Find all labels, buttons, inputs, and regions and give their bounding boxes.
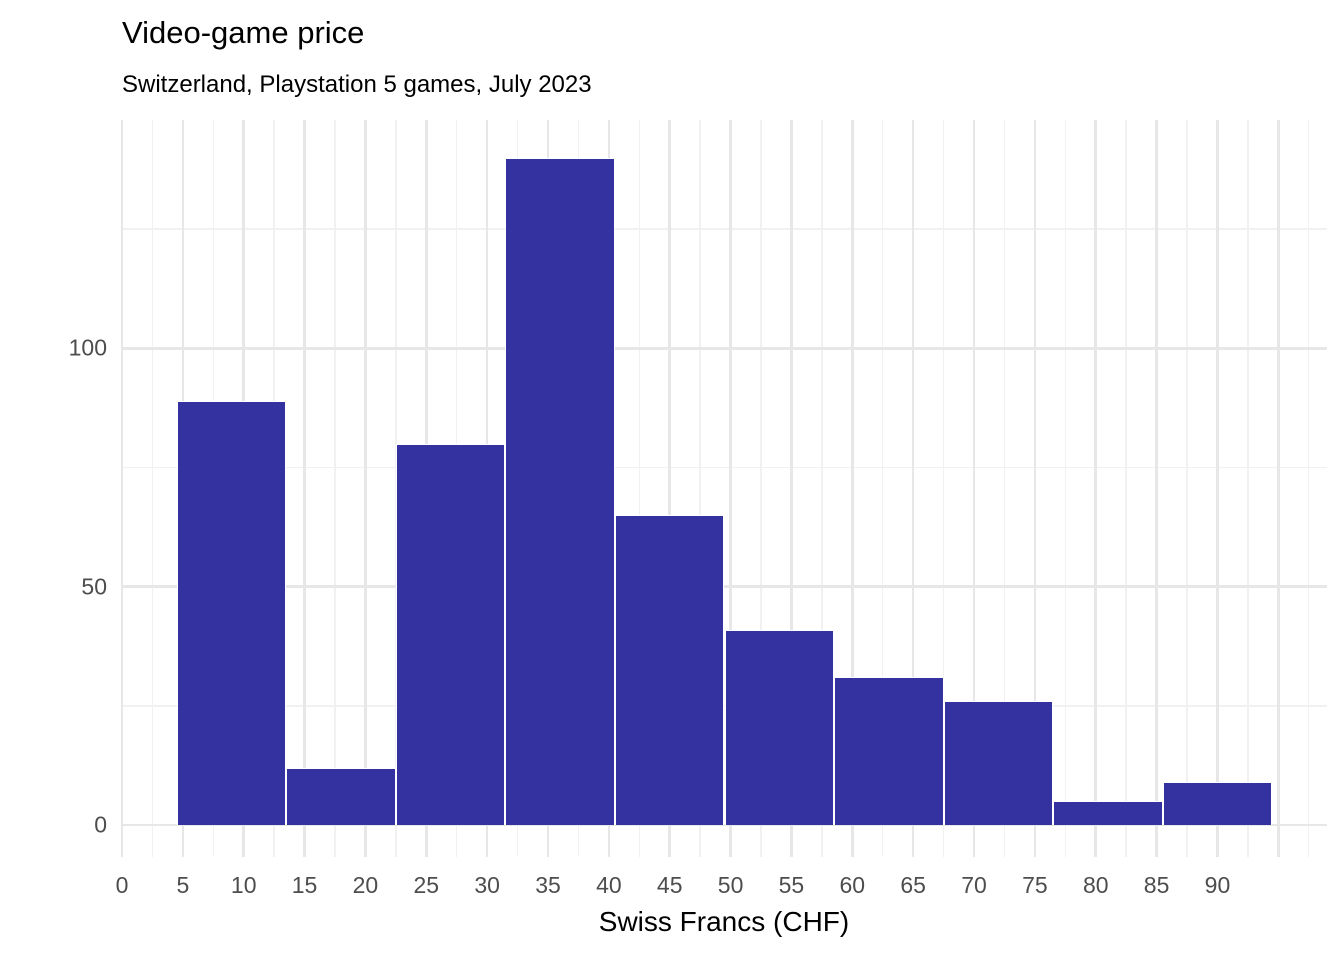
histogram-bar xyxy=(286,767,396,826)
histogram-bar xyxy=(1162,782,1273,826)
y-tick-label: 50 xyxy=(81,573,107,600)
x-tick-label: 35 xyxy=(535,872,561,898)
histogram-bar xyxy=(505,157,615,826)
histogram-bar xyxy=(943,701,1054,826)
x-tick-label: 65 xyxy=(900,872,926,898)
x-tick-label: 50 xyxy=(717,872,744,898)
x-tick-label: 85 xyxy=(1143,872,1170,898)
x-major-gridline xyxy=(120,120,124,857)
x-minor-gridline xyxy=(1186,120,1188,857)
x-tick-label: 25 xyxy=(413,872,440,898)
x-minor-gridline xyxy=(334,120,336,857)
x-tick-label: 55 xyxy=(778,872,805,898)
x-minor-gridline xyxy=(760,120,762,857)
x-minor-gridline xyxy=(1247,120,1249,857)
chart-title: Video-game price xyxy=(122,15,365,50)
x-major-gridline xyxy=(1216,120,1219,857)
x-major-gridline xyxy=(790,120,793,857)
y-major-gridline xyxy=(122,823,1327,827)
histogram-bar xyxy=(614,515,725,826)
x-tick-label: 45 xyxy=(656,872,683,898)
x-minor-gridline xyxy=(151,120,154,857)
histogram-bar xyxy=(176,400,287,826)
x-major-gridline xyxy=(1094,120,1098,857)
x-major-gridline xyxy=(668,120,672,857)
x-minor-gridline xyxy=(882,120,884,857)
x-minor-gridline xyxy=(395,120,397,857)
x-minor-gridline xyxy=(638,120,640,857)
y-tick-label: 100 xyxy=(68,334,107,361)
histogram-bar xyxy=(395,443,506,826)
x-tick-label: 90 xyxy=(1204,872,1231,898)
y-minor-gridline xyxy=(122,228,1327,230)
x-major-gridline xyxy=(1155,120,1158,857)
x-tick-label: 20 xyxy=(352,872,379,898)
x-tick-label: 70 xyxy=(961,872,987,898)
x-major-gridline xyxy=(1033,120,1037,857)
x-tick-label: 0 xyxy=(115,872,129,898)
x-major-gridline xyxy=(911,120,915,857)
x-minor-gridline xyxy=(1064,120,1066,857)
y-tick-label: 0 xyxy=(94,811,107,838)
x-minor-gridline xyxy=(942,120,945,857)
x-major-gridline xyxy=(1277,120,1280,857)
x-major-gridline xyxy=(729,120,732,857)
histogram-bar xyxy=(1053,801,1163,826)
x-minor-gridline xyxy=(1308,120,1310,857)
plot-panel xyxy=(120,120,1327,857)
x-minor-gridline xyxy=(1125,120,1127,857)
x-tick-label: 40 xyxy=(596,872,622,898)
y-major-gridline xyxy=(122,347,1327,350)
x-tick-label: 60 xyxy=(839,872,866,898)
x-major-gridline xyxy=(364,120,367,857)
x-major-gridline xyxy=(972,120,976,857)
x-axis-title: Swiss Francs (CHF) xyxy=(598,906,850,937)
x-minor-gridline xyxy=(821,120,823,857)
x-tick-label: 15 xyxy=(291,872,318,898)
histogram-bar xyxy=(724,629,835,826)
x-tick-label: 75 xyxy=(1022,872,1048,898)
x-major-gridline xyxy=(851,120,854,857)
x-tick-label: 80 xyxy=(1082,872,1109,898)
x-tick-label: 30 xyxy=(474,872,500,898)
x-tick-label: 5 xyxy=(176,872,190,898)
y-major-gridline xyxy=(122,585,1327,588)
x-major-gridline xyxy=(303,120,306,857)
histogram-bar xyxy=(834,677,944,826)
x-minor-gridline xyxy=(1003,120,1006,857)
x-minor-gridline xyxy=(699,120,701,857)
x-tick-label: 10 xyxy=(230,872,257,898)
y-minor-gridline xyxy=(122,466,1327,469)
chart-subtitle: Switzerland, Playstation 5 games, July 2… xyxy=(122,71,592,98)
